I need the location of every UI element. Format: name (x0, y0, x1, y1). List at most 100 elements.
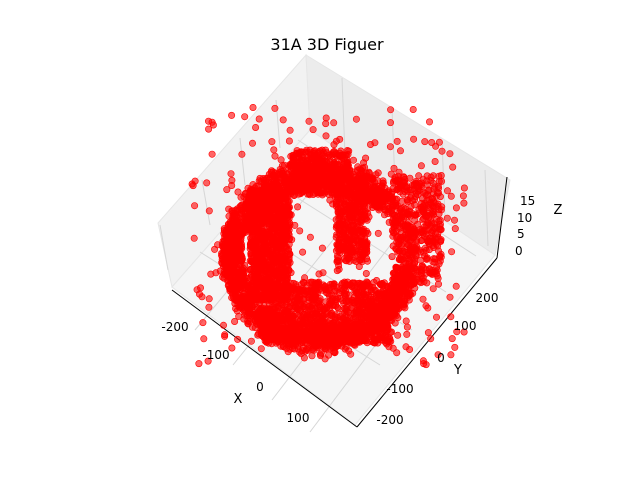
scatter-point (437, 253, 445, 261)
scatter-point (406, 194, 414, 202)
scatter-point (406, 174, 414, 182)
scatter-point (328, 291, 336, 299)
scatter-point (240, 228, 248, 236)
scatter-point (246, 228, 254, 236)
scatter-point (262, 259, 270, 267)
scatter-point (344, 221, 352, 229)
scatter-point (388, 293, 396, 301)
scatter-point (235, 271, 243, 279)
scatter-point (392, 264, 400, 272)
scatter-point (367, 297, 375, 305)
scatter-point (268, 340, 276, 348)
scatter-point (279, 205, 287, 213)
scatter-point (417, 199, 425, 207)
scatter-point (434, 280, 442, 288)
scatter-point (437, 172, 445, 180)
scatter-point (430, 198, 438, 206)
scatter-point (394, 279, 402, 287)
grid-line (159, 224, 169, 271)
scatter-point (434, 247, 442, 255)
scatter-point (331, 349, 339, 357)
scatter-point (387, 301, 395, 309)
scatter-point (302, 331, 310, 339)
scatter-point (398, 197, 406, 205)
scatter-point (240, 295, 248, 303)
scatter-point (360, 336, 368, 344)
scatter-point (394, 248, 402, 256)
scatter-point (374, 319, 382, 327)
scatter-point (404, 241, 412, 249)
scatter-point (349, 232, 357, 240)
scatter-point (435, 217, 443, 225)
scatter-point (240, 284, 248, 292)
scatter-point (266, 310, 274, 318)
scatter-point (284, 319, 292, 327)
scatter-point (403, 273, 411, 281)
scatter-point (412, 252, 420, 260)
scatter-point (295, 337, 303, 345)
scatter-points (188, 104, 468, 369)
scatter-point (379, 179, 387, 187)
scatter-point (256, 174, 264, 182)
scatter-point (399, 300, 407, 308)
scatter-point (374, 339, 382, 347)
scatter-point (287, 325, 295, 333)
scatter-point (398, 240, 406, 248)
scatter-point (381, 298, 389, 306)
scatter-point (432, 270, 440, 278)
scatter-point (374, 296, 382, 304)
scatter-point (330, 321, 338, 329)
z-axis-line (496, 176, 508, 259)
scatter-point (280, 211, 288, 219)
scatter-point (232, 304, 240, 312)
scatter-point (410, 181, 418, 189)
scatter-point (296, 348, 304, 356)
scatter-point (354, 296, 362, 304)
scatter-point (280, 335, 288, 343)
scatter-point (281, 255, 289, 263)
scatter-point (347, 202, 355, 210)
scatter-point (303, 339, 311, 347)
scatter-point (280, 290, 288, 298)
scatter-point (345, 298, 353, 306)
scatter-point (430, 255, 438, 263)
scatter-point (340, 230, 348, 238)
scatter-point (255, 229, 263, 237)
grid-line (201, 179, 211, 226)
scatter-point (359, 188, 367, 196)
scatter-point (415, 246, 423, 254)
scatter-point (252, 284, 260, 292)
scatter-point (259, 292, 267, 300)
scatter-point (246, 292, 254, 300)
scatter-point (312, 310, 320, 318)
scatter-point (388, 253, 396, 261)
scatter-point (414, 191, 422, 199)
scatter-point (406, 247, 414, 255)
scatter-point (378, 307, 386, 315)
scatter-point (225, 260, 233, 268)
scatter-point (401, 205, 409, 213)
scatter-point (240, 306, 248, 314)
scatter-point (231, 218, 239, 226)
scatter-point (404, 221, 412, 229)
scatter-point (279, 222, 287, 230)
scatter-point (277, 167, 285, 175)
scatter-point (269, 234, 277, 242)
scatter-point (435, 177, 443, 185)
scatter-point (269, 288, 277, 296)
scatter-point (413, 275, 421, 283)
scatter-point (249, 257, 257, 265)
scatter-point (359, 283, 367, 291)
scatter-point (406, 290, 414, 298)
scatter-point (296, 317, 304, 325)
y-axis-line (356, 257, 498, 428)
scatter-point (370, 286, 378, 294)
scatter-point (333, 231, 341, 239)
scatter-point (411, 230, 419, 238)
scatter-point (340, 241, 348, 249)
scatter-point (413, 267, 421, 275)
scatter-point (303, 313, 311, 321)
axis-lines (171, 176, 508, 428)
scatter-point (292, 285, 300, 293)
